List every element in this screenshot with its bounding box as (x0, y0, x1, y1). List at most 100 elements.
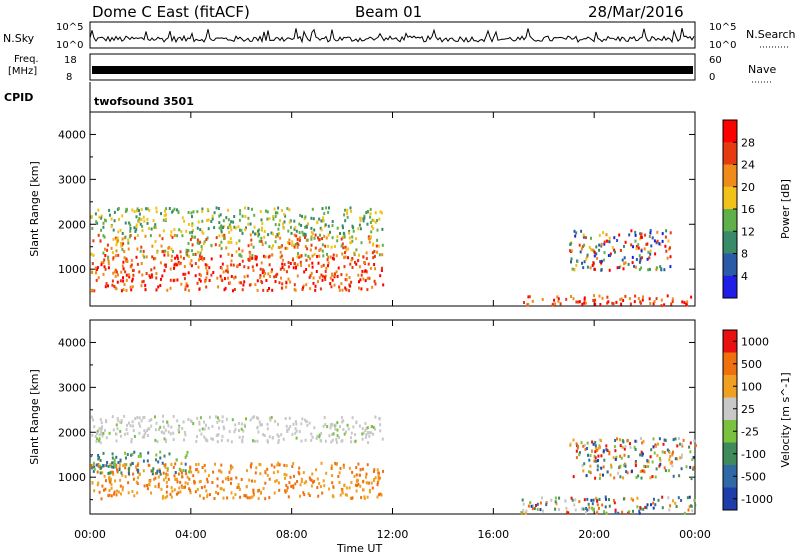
data-cell (166, 288, 169, 292)
data-cell (207, 426, 210, 430)
data-cell (128, 235, 131, 239)
data-cell (279, 219, 282, 223)
data-cell (151, 472, 154, 476)
data-cell (92, 418, 95, 422)
data-cell (319, 247, 322, 251)
data-cell (222, 488, 225, 492)
data-cell (142, 416, 145, 420)
data-cell (120, 241, 122, 245)
data-cell (166, 494, 169, 498)
data-cell (598, 477, 601, 480)
data-cell (178, 486, 181, 490)
data-cell (586, 253, 589, 257)
data-cell (372, 219, 375, 223)
data-cell (203, 463, 206, 467)
data-cell (637, 474, 640, 478)
data-cell (374, 220, 377, 224)
data-cell (138, 220, 141, 224)
data-cell (663, 303, 666, 307)
data-cell (614, 439, 617, 442)
data-cell (535, 504, 537, 507)
data-cell (646, 257, 649, 261)
data-cell (222, 425, 225, 429)
data-cell (143, 484, 146, 488)
data-cell (557, 299, 560, 303)
data-cell (194, 262, 197, 265)
data-cell (340, 488, 343, 491)
data-cell (608, 240, 611, 244)
data-cell (329, 230, 331, 234)
data-cell (602, 473, 604, 477)
data-cell (98, 437, 101, 441)
data-cell (189, 465, 192, 469)
data-cell (371, 285, 374, 289)
data-cell (146, 459, 149, 463)
data-cell (139, 424, 142, 428)
colorbar-segment (723, 487, 737, 511)
data-cell (355, 262, 358, 266)
data-cell (164, 263, 167, 267)
data-cell (142, 249, 145, 253)
data-cell (183, 219, 186, 223)
data-cell (140, 245, 143, 249)
data-cell (206, 493, 209, 497)
data-cell (223, 288, 226, 292)
data-cell (341, 420, 344, 424)
data-cell (251, 495, 254, 499)
data-cell (247, 266, 250, 270)
data-cell (176, 419, 179, 423)
data-cell (102, 272, 105, 276)
data-cell (253, 225, 256, 229)
data-cell (330, 467, 333, 470)
data-cell (207, 218, 210, 222)
data-cell (308, 421, 311, 425)
data-cell (310, 484, 313, 488)
data-cell (350, 431, 353, 435)
data-cell (91, 481, 94, 485)
data-cell (277, 227, 280, 231)
data-cell (230, 477, 233, 481)
data-cell (131, 279, 134, 283)
data-cell (654, 503, 657, 507)
data-cell (354, 439, 357, 443)
data-cell (600, 268, 603, 272)
data-cell (344, 219, 347, 223)
data-cell (283, 472, 286, 476)
data-cell (221, 262, 224, 266)
data-cell (310, 230, 313, 234)
data-cell (318, 248, 321, 252)
data-cell (343, 235, 346, 239)
data-cell (187, 211, 190, 214)
colorbar-segment (723, 186, 737, 210)
data-cell (119, 478, 122, 482)
data-cell (354, 433, 357, 437)
data-cell (558, 496, 561, 500)
data-cell (170, 462, 173, 466)
data-cell (160, 487, 163, 491)
data-cell (303, 493, 306, 497)
data-cell (680, 499, 683, 502)
data-cell (231, 253, 234, 257)
data-cell (123, 256, 126, 260)
data-cell (334, 245, 336, 248)
data-cell (219, 274, 222, 278)
data-cell (111, 470, 114, 474)
data-cell (339, 493, 342, 497)
data-cell (289, 475, 292, 479)
data-cell (240, 422, 243, 426)
data-cell (344, 208, 346, 212)
data-cell (206, 477, 209, 481)
data-cell (320, 432, 323, 436)
data-cell (296, 237, 299, 241)
data-cell (286, 486, 289, 490)
data-cell (230, 275, 233, 278)
data-cell (99, 464, 102, 468)
data-cell (336, 434, 339, 438)
data-cell (380, 211, 383, 215)
data-cell (596, 503, 599, 507)
data-cell (250, 238, 253, 242)
data-cell (591, 264, 594, 267)
data-cell (115, 249, 118, 253)
data-cell (112, 271, 115, 275)
data-cell (270, 246, 273, 250)
